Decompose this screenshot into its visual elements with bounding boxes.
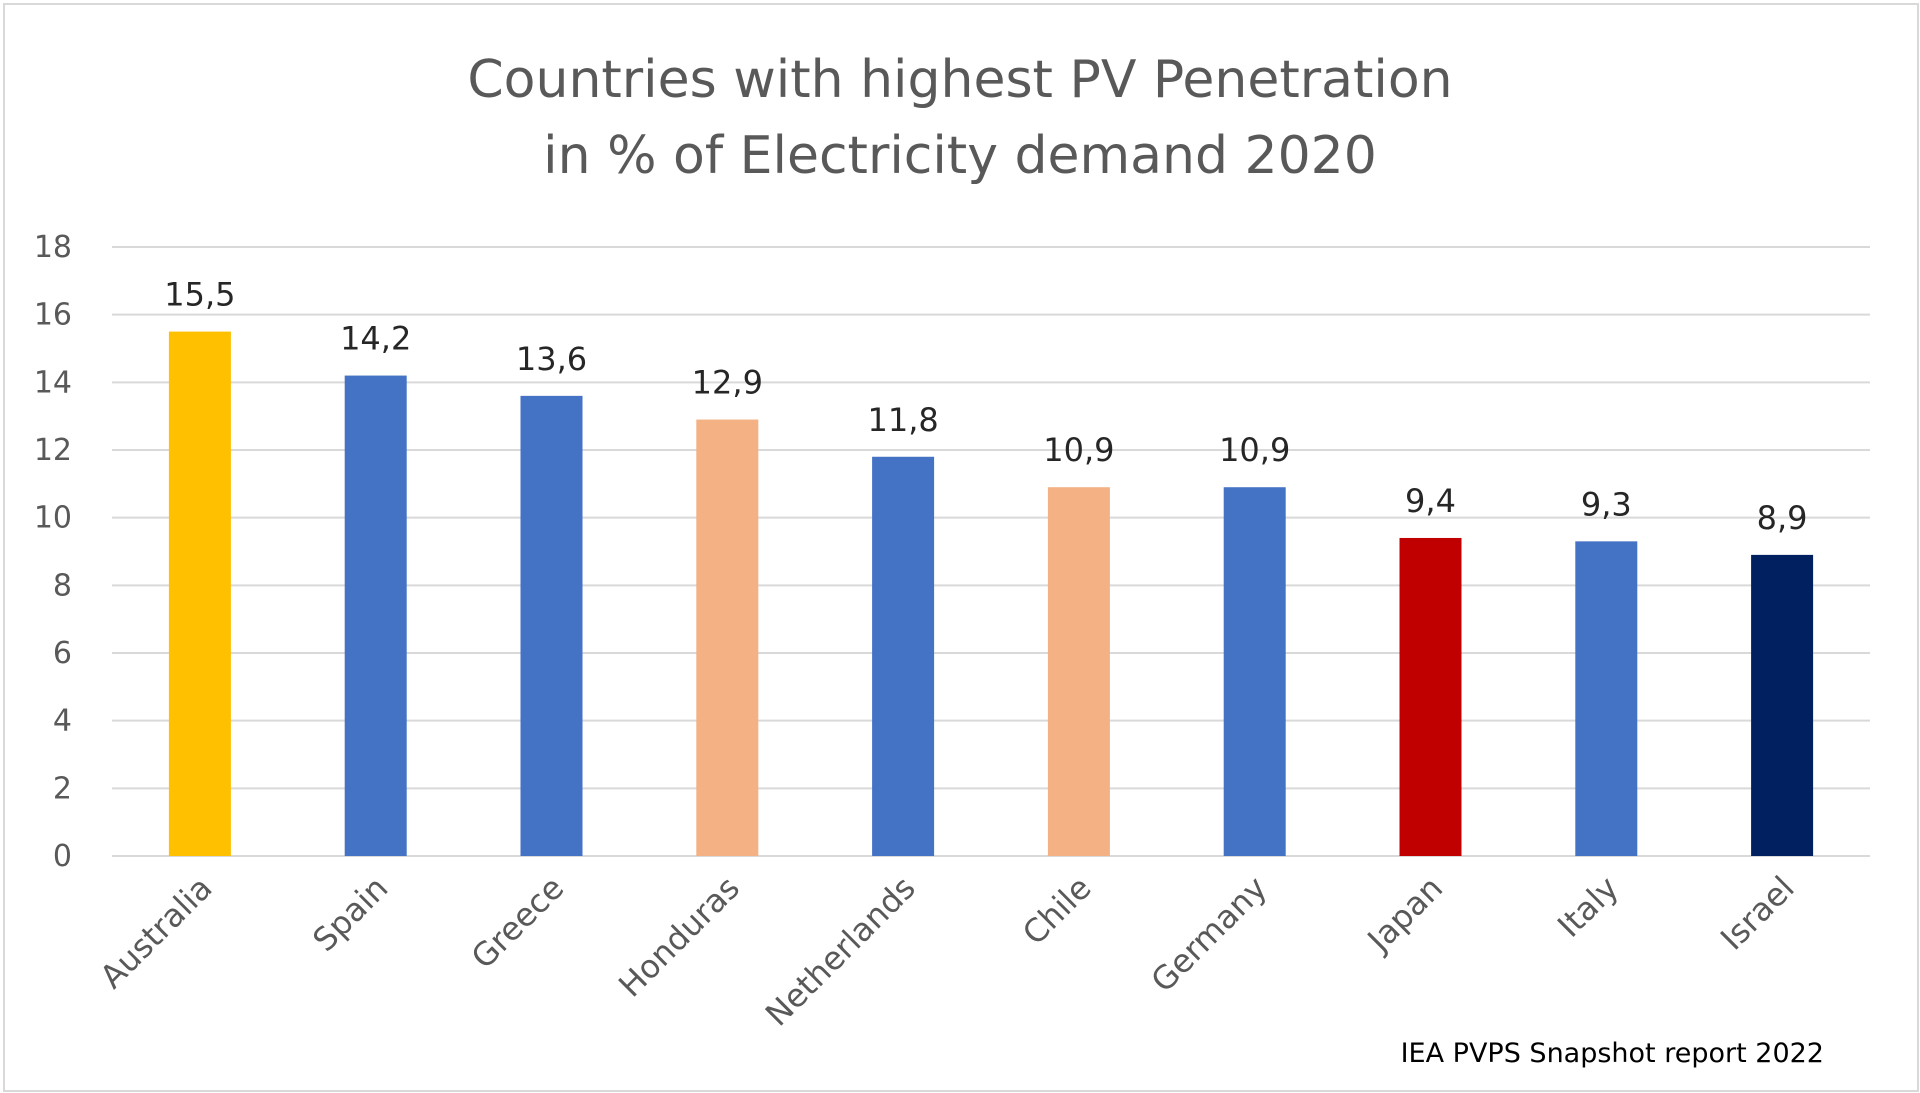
data-label: 12,9 — [692, 364, 763, 402]
chart-title-block: Countries with highest PV Penetration in… — [0, 42, 1920, 194]
data-label: 14,2 — [340, 320, 411, 358]
chart-subtitle: in % of Electricity demand 2020 — [543, 126, 1377, 186]
data-label: 9,4 — [1405, 482, 1456, 520]
data-label: 10,9 — [1219, 431, 1290, 469]
data-label: 10,9 — [1043, 431, 1114, 469]
y-tick-label: 4 — [53, 704, 72, 739]
bar — [1223, 487, 1286, 856]
x-tick-label: Netherlands — [758, 869, 923, 1034]
y-tick-label: 0 — [53, 839, 72, 874]
x-tick-label: Japan — [1359, 869, 1450, 960]
x-tick-label: Honduras — [611, 869, 747, 1005]
bar — [696, 419, 759, 856]
y-tick-label: 6 — [53, 636, 72, 671]
data-label: 8,9 — [1757, 499, 1808, 537]
x-tick-label: Italy — [1550, 869, 1626, 945]
bar — [168, 331, 231, 856]
bar — [1751, 554, 1814, 856]
y-tick-label: 8 — [53, 568, 72, 603]
y-tick-label: 18 — [34, 230, 72, 265]
bar — [1399, 537, 1462, 856]
bar — [1047, 487, 1110, 856]
y-tick-label: 10 — [34, 501, 72, 536]
data-label: 15,5 — [164, 276, 235, 314]
y-tick-label: 12 — [34, 433, 72, 468]
y-tick-label: 14 — [34, 365, 72, 400]
data-label: 11,8 — [867, 401, 938, 439]
y-tick-label: 2 — [53, 771, 72, 806]
data-label: 9,3 — [1581, 485, 1632, 523]
chart-title: Countries with highest PV Penetration — [467, 50, 1453, 110]
x-tick-label: Greece — [464, 869, 571, 976]
bar — [344, 375, 407, 856]
x-tick-label: Australia — [93, 869, 220, 996]
bar — [520, 395, 583, 856]
x-tick-label: Spain — [305, 869, 395, 959]
bar — [1575, 541, 1638, 856]
source-note: IEA PVPS Snapshot report 2022 — [1400, 1038, 1824, 1069]
data-label: 13,6 — [516, 340, 587, 378]
y-tick-label: 16 — [34, 298, 72, 333]
x-tick-label: Israel — [1713, 869, 1802, 958]
x-tick-label: Germany — [1143, 869, 1274, 1000]
x-tick-label: Chile — [1015, 869, 1099, 953]
bar — [872, 456, 935, 856]
